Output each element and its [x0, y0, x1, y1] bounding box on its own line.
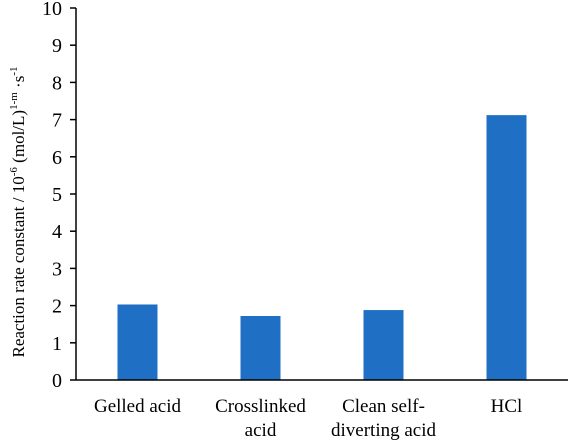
x-tick-label-line: Clean self- — [342, 396, 425, 417]
bar-2 — [240, 316, 281, 380]
x-tick-label-line: diverting acid — [331, 420, 436, 440]
x-tick-label: Gelled acid — [94, 396, 182, 417]
y-axis-title-tail: ·s — [9, 76, 28, 93]
bar-1 — [117, 304, 158, 380]
bars-group — [117, 115, 527, 381]
x-tick-label-line: HCl — [491, 396, 523, 417]
bar-4 — [486, 115, 527, 381]
y-tick-label: 3 — [52, 258, 62, 280]
y-tick-label: 2 — [52, 296, 62, 318]
y-axis-title-mid: (mol/L) — [9, 110, 28, 167]
y-axis-title-exp3: -1 — [8, 66, 20, 75]
y-tick-label: 8 — [52, 72, 62, 94]
y-axis-title-exp2: 1-m — [8, 92, 20, 110]
y-axis-title-exp1: -6 — [8, 167, 20, 177]
y-axis-title: Reaction rate constant / 10-6 (mol/L)1-m… — [8, 66, 28, 357]
y-tick-label: 1 — [52, 333, 62, 355]
x-tick-labels: Gelled acid Crosslinked acid Clean self-div… — [94, 396, 522, 440]
x-tick-label-line: Gelled acid — [94, 396, 182, 417]
y-tick-label: 4 — [52, 221, 62, 243]
y-tick-label: 10 — [42, 0, 62, 20]
y-tick-label: 7 — [52, 110, 62, 132]
y-tick-label: 9 — [52, 35, 62, 57]
x-tick-label: Clean self-diverting acid — [331, 396, 436, 440]
x-tick-label-line: acid — [245, 420, 277, 440]
y-tick-label: 5 — [52, 184, 62, 206]
axes-group — [70, 7, 568, 381]
y-tick-label: 6 — [52, 147, 62, 169]
y-tick-labels: 0 1 2 3 4 5 6 7 8 9 10 — [42, 0, 62, 392]
bar-3 — [363, 310, 404, 380]
y-tick-label: 0 — [52, 370, 62, 392]
x-tick-label-line: Crosslinked — [215, 396, 306, 417]
y-axis-title-main: Reaction rate constant / 10 — [9, 176, 28, 357]
x-tick-label: HCl — [491, 396, 523, 417]
x-tick-label: Crosslinked acid — [215, 396, 306, 440]
